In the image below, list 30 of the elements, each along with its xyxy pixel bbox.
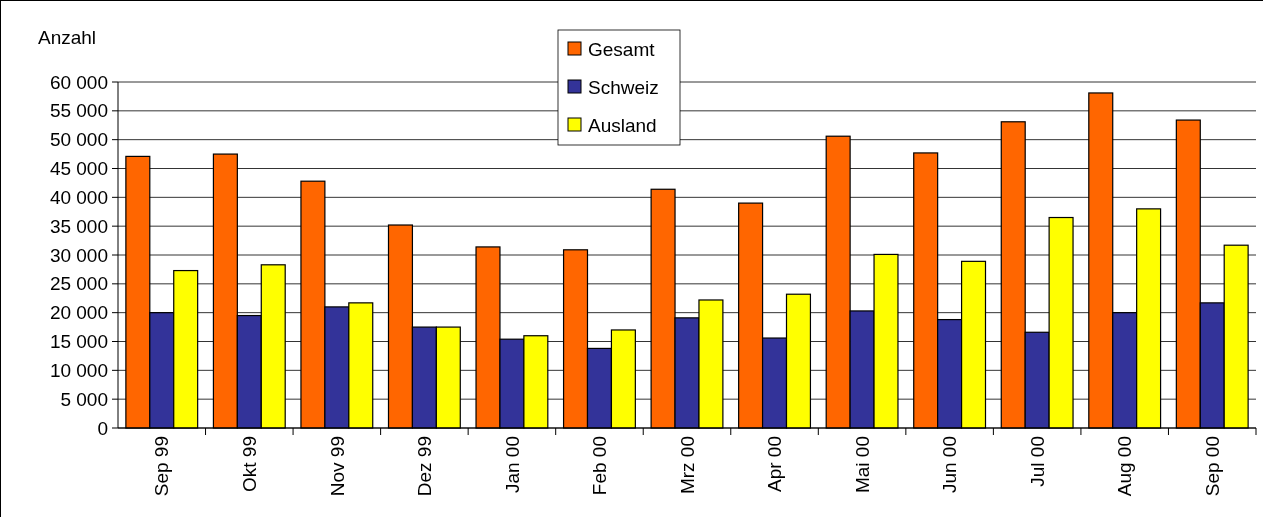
y-tick-label: 55 000: [49, 100, 108, 122]
x-tick-label: Dez 99: [414, 436, 436, 497]
legend-label: Gesamt: [588, 38, 656, 60]
x-tick-label: Feb 00: [589, 436, 611, 496]
y-tick-label: 10 000: [49, 359, 108, 381]
x-tick-label: Jan 00: [501, 436, 523, 494]
y-tick-label: 15 000: [49, 331, 108, 353]
y-tick-label: 0: [97, 417, 108, 439]
x-tick-label: Apr 00: [764, 436, 786, 492]
y-tick-label: 40 000: [49, 186, 108, 208]
x-tick-label: Aug 00: [1114, 436, 1136, 497]
x-tick-label: Jul 00: [1026, 436, 1048, 487]
y-tick-label: 50 000: [49, 129, 108, 151]
x-tick-label: Nov 99: [326, 436, 348, 497]
x-tick-label: Sep 00: [1201, 436, 1223, 497]
x-tick-label: Mai 00: [851, 436, 873, 494]
y-tick-label: 35 000: [49, 215, 108, 237]
y-axis-title: Anzahl: [38, 27, 97, 48]
y-tick-label: 45 000: [49, 158, 108, 180]
legend-label: Ausland: [588, 114, 657, 136]
legend-label: Schweiz: [588, 76, 659, 98]
x-tick-label: Sep 99: [151, 436, 173, 497]
x-tick-label: Jun 00: [939, 436, 961, 494]
y-tick-label: 20 000: [49, 302, 108, 324]
y-tick-label: 30 000: [49, 244, 108, 266]
y-tick-label: 5 000: [60, 388, 108, 410]
y-tick-label: 60 000: [49, 71, 108, 93]
y-tick-label: 25 000: [49, 273, 108, 295]
x-tick-label: Okt 99: [238, 436, 260, 492]
x-tick-label: Mrz 00: [676, 436, 698, 495]
